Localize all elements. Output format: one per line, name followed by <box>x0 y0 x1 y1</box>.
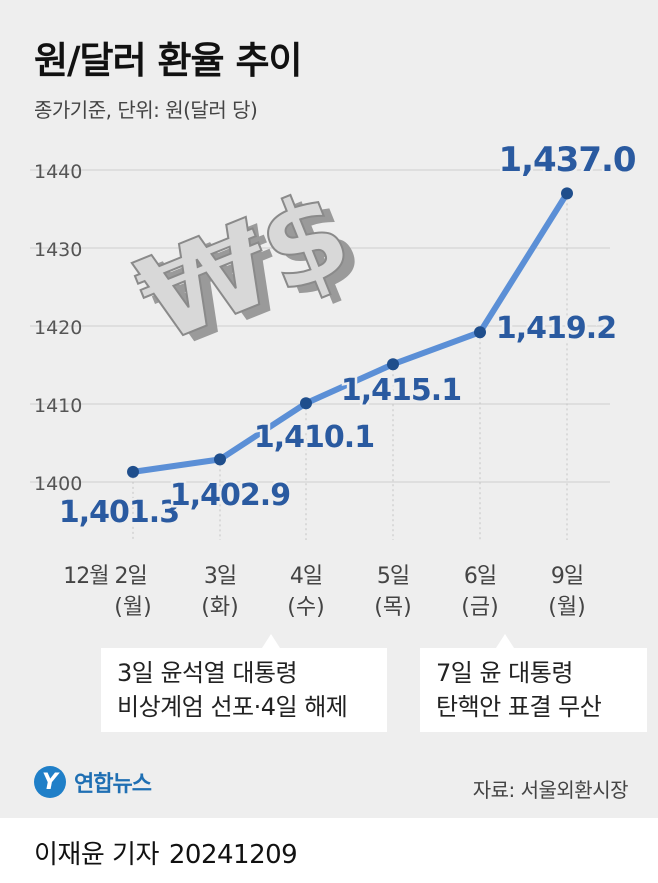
x-tick-sublabel: (화) <box>201 595 238 620</box>
data-point <box>214 453 226 466</box>
y-tick-label: 1410 <box>34 395 82 417</box>
yonhap-logo: Y 연합뉴스 <box>34 766 152 798</box>
x-tick-sublabel: (수) <box>287 595 324 620</box>
data-point <box>300 397 312 410</box>
y-tick-label: 1400 <box>34 473 82 495</box>
byline: 이재윤 기자 20241209 <box>34 834 298 871</box>
x-tick-label: 4일 <box>290 564 322 589</box>
x-tick-label: 6일 <box>464 564 496 589</box>
data-point <box>474 326 486 339</box>
x-tick-label: 12월 2일 <box>63 564 146 589</box>
value-label: 1,402.9 <box>170 478 290 513</box>
x-tick-sublabel: (월) <box>548 595 585 620</box>
value-label: 1,419.2 <box>496 311 616 346</box>
annotation-impeachment: 7일 윤 대통령 탄핵안 표결 무산 <box>420 648 647 732</box>
data-point <box>387 358 399 371</box>
y-tick-label: 1420 <box>34 317 82 339</box>
x-tick-sublabel: (목) <box>374 595 411 620</box>
value-label: 1,401.3 <box>59 495 179 530</box>
annotation-line: 3일 윤석열 대통령 <box>117 659 298 687</box>
x-tick-sublabel: (금) <box>461 595 498 620</box>
value-label: 1,437.0 <box>498 140 635 180</box>
annotation-pointer <box>496 634 514 648</box>
line-chart: ₩$ ₩$ 1400 1410 1420 1430 1440 1,401.31,402.… <box>30 140 637 620</box>
annotation-line: 7일 윤 대통령 <box>436 659 573 687</box>
value-label: 1,415.1 <box>341 373 461 408</box>
annotation-martial-law: 3일 윤석열 대통령 비상계엄 선포·4일 해제 <box>101 648 387 732</box>
data-point <box>127 465 139 478</box>
annotation-line: 탄핵안 표결 무산 <box>436 693 602 721</box>
value-label: 1,410.1 <box>254 420 374 455</box>
annotation-pointer <box>262 634 280 648</box>
y-tick-label: 1430 <box>34 239 82 261</box>
yonhap-logo-icon: Y <box>34 766 66 798</box>
x-tick-label: 3일 <box>204 564 236 589</box>
annotation-line: 비상계엄 선포·4일 해제 <box>117 693 348 721</box>
x-tick-label: 9일 <box>551 564 583 589</box>
x-tick-label: 5일 <box>377 564 409 589</box>
source-note: 자료: 서울외환시장 <box>472 778 629 802</box>
reporter-name: 이재윤 기자 <box>34 840 159 870</box>
chart-subtitle: 종가기준, 단위: 원(달러 당) <box>34 98 258 122</box>
chart-title: 원/달러 환율 추이 <box>34 39 303 82</box>
yonhap-logo-text: 연합뉴스 <box>74 772 152 797</box>
x-tick-sublabel: (월) <box>114 595 151 620</box>
series-line <box>130 190 570 475</box>
y-tick-label: 1440 <box>34 161 82 183</box>
data-point <box>561 187 573 200</box>
currency-icon: ₩$ ₩$ <box>119 161 380 376</box>
publish-date: 20241209 <box>168 840 298 870</box>
